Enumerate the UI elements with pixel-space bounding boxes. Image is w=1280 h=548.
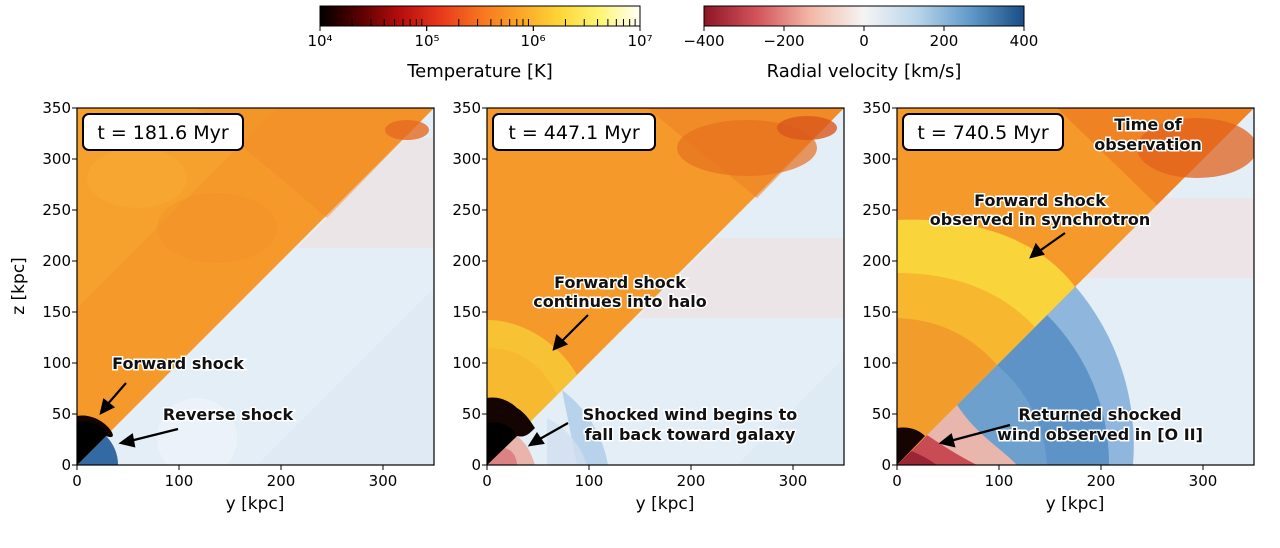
arrow-shocked-wind-p2 bbox=[527, 422, 569, 447]
y-tick-200: 200 bbox=[1087, 472, 1116, 490]
panel-2-time-box bbox=[492, 113, 656, 151]
annotation-shocked-wind-line2: fall back toward galaxy bbox=[585, 425, 796, 444]
z-tick-50: 50 bbox=[872, 405, 891, 423]
z-tick-100: 100 bbox=[42, 354, 71, 372]
y-axis: 0 100 200 300 y [kpc] 0 100 200 300 y [k… bbox=[72, 472, 1217, 514]
panel-3: t = 740.5 Myr bbox=[896, 107, 1255, 466]
y-tick-0: 0 bbox=[892, 472, 902, 490]
annotation-arrows bbox=[99, 232, 1066, 448]
panel-1-frame bbox=[76, 107, 435, 466]
temperature-tick-1e7: 10⁷ bbox=[627, 32, 652, 50]
z-tick-350: 350 bbox=[452, 99, 481, 117]
panel-1: t = 181.6 Myr bbox=[76, 107, 435, 466]
arrow-synchrotron-p3 bbox=[1029, 232, 1066, 259]
annotation-forward-shock-line2: continues into halo bbox=[533, 292, 706, 311]
y-axis-label: y [kpc] bbox=[226, 494, 285, 514]
y-tick-0: 0 bbox=[72, 472, 82, 490]
z-tick-350: 350 bbox=[862, 99, 891, 117]
y-tick-100: 100 bbox=[165, 472, 194, 490]
annotation-time-of-observation-line2: observation bbox=[1094, 135, 1201, 154]
annotation-forward-shock-line1: Forward shock bbox=[554, 273, 686, 292]
temperature-colorbar-label: Temperature [K] bbox=[406, 61, 553, 82]
z-tick-300: 300 bbox=[42, 150, 71, 168]
y-axis-label: y [kpc] bbox=[1046, 494, 1105, 514]
annotation-oii-line1: Returned shocked bbox=[1018, 405, 1181, 424]
y-tick-200: 200 bbox=[677, 472, 706, 490]
z-tick-350: 350 bbox=[42, 99, 71, 117]
z-tick-50: 50 bbox=[462, 405, 481, 423]
z-tick-150: 150 bbox=[862, 303, 891, 321]
z-tick-150: 150 bbox=[452, 303, 481, 321]
y-tick-100: 100 bbox=[985, 472, 1014, 490]
z-tick-200: 200 bbox=[452, 252, 481, 270]
velocity-tick-200: 200 bbox=[930, 32, 959, 50]
axis-tick-marks bbox=[72, 107, 1204, 470]
y-axis-label: y [kpc] bbox=[636, 494, 695, 514]
arrow-forward-shock-p2 bbox=[552, 314, 589, 351]
arrow-reverse-shock-p1 bbox=[118, 427, 179, 448]
z-axis: 0 50 100 150 200 250 300 350 0 50 100 15… bbox=[9, 99, 891, 474]
velocity-tick-neg400: −400 bbox=[683, 32, 724, 50]
z-tick-100: 100 bbox=[452, 354, 481, 372]
panel-1-time-label: t = 181.6 Myr bbox=[97, 122, 229, 144]
panel-2: t = 447.1 Myr bbox=[486, 107, 845, 466]
temperature-tick-1e4: 10⁴ bbox=[307, 32, 332, 50]
velocity-tick-neg200: −200 bbox=[763, 32, 804, 50]
y-tick-300: 300 bbox=[779, 472, 808, 490]
y-tick-100: 100 bbox=[575, 472, 604, 490]
temperature-tick-1e6: 10⁶ bbox=[520, 32, 545, 50]
y-tick-300: 300 bbox=[1189, 472, 1218, 490]
z-tick-300: 300 bbox=[452, 150, 481, 168]
z-tick-50: 50 bbox=[52, 405, 71, 423]
temperature-colorbar-strip bbox=[319, 5, 641, 27]
annotation-forward-shock: Forward shock bbox=[112, 354, 244, 373]
z-tick-250: 250 bbox=[862, 201, 891, 219]
z-tick-200: 200 bbox=[42, 252, 71, 270]
forward-shock-dark-region bbox=[897, 427, 925, 465]
arrow-forward-shock-p1 bbox=[99, 382, 127, 416]
z-tick-100: 100 bbox=[862, 354, 891, 372]
panel-3-frame bbox=[896, 107, 1255, 466]
velocity-tick-400: 400 bbox=[1010, 32, 1039, 50]
annotation-oii-line2: wind observed in [O II] bbox=[997, 425, 1203, 444]
z-tick-0: 0 bbox=[471, 456, 481, 474]
annotation-shocked-wind-line1: Shocked wind begins to bbox=[583, 405, 798, 424]
velocity-tick-0: 0 bbox=[859, 32, 869, 50]
annotation-synchrotron-line2: observed in synchrotron bbox=[930, 210, 1150, 229]
temperature-colorbar: 10⁴ 10⁵ 10⁶ 10⁷ Temperature [K] bbox=[307, 5, 653, 82]
panel-2-time-label: t = 447.1 Myr bbox=[508, 122, 640, 144]
z-tick-200: 200 bbox=[862, 252, 891, 270]
panel-2-frame bbox=[486, 107, 845, 466]
velocity-colorbar: −400 −200 0 200 400 Radial velocity [km/… bbox=[683, 5, 1039, 82]
velocity-colorbar-strip bbox=[703, 5, 1025, 27]
y-tick-300: 300 bbox=[369, 472, 398, 490]
panel-1-time-box bbox=[82, 113, 244, 151]
z-axis-label: z [kpc] bbox=[9, 257, 29, 315]
temperature-minor-ticks bbox=[319, 19, 641, 31]
annotation-time-of-observation-line1: Time of bbox=[1114, 115, 1182, 134]
z-tick-0: 0 bbox=[881, 456, 891, 474]
y-tick-200: 200 bbox=[267, 472, 296, 490]
y-tick-0: 0 bbox=[482, 472, 492, 490]
z-tick-0: 0 bbox=[61, 456, 71, 474]
annotation-reverse-shock: Reverse shock bbox=[163, 405, 294, 424]
panel-3-time-box bbox=[902, 113, 1064, 151]
annotation-synchrotron-line1: Forward shock bbox=[974, 191, 1106, 210]
annotations: Forward shock Reverse shock Forward shoc… bbox=[111, 114, 1205, 446]
z-tick-300: 300 bbox=[862, 150, 891, 168]
z-tick-250: 250 bbox=[452, 201, 481, 219]
arrow-oii-p3 bbox=[938, 423, 1011, 448]
panel-3-time-label: t = 740.5 Myr bbox=[917, 122, 1049, 144]
velocity-colorbar-label: Radial velocity [km/s] bbox=[767, 61, 962, 82]
temperature-tick-1e5: 10⁵ bbox=[414, 32, 439, 50]
z-tick-250: 250 bbox=[42, 201, 71, 219]
z-axis-ticks: 0 50 100 150 200 250 300 350 0 50 100 15… bbox=[42, 99, 891, 474]
z-tick-150: 150 bbox=[42, 303, 71, 321]
